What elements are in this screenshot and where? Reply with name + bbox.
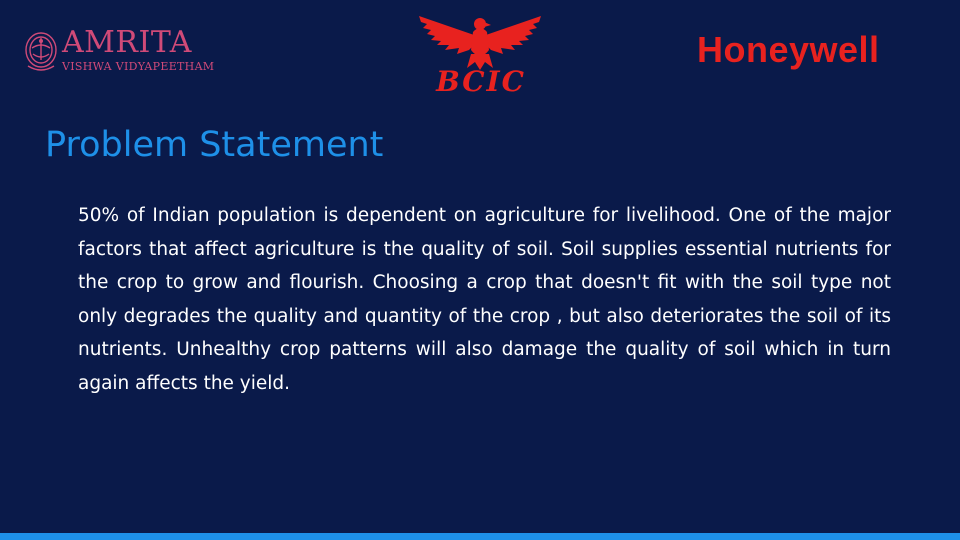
amrita-name: AMRITA bbox=[62, 25, 192, 60]
amrita-subtitle: VISHWA VIDYAPEETHAM bbox=[62, 60, 215, 73]
bcic-name: BCIC bbox=[436, 65, 526, 98]
honeywell-logo: Honeywell bbox=[697, 29, 880, 70]
bcic-logo: BCIC bbox=[415, 10, 545, 100]
page-title: Problem Statement bbox=[45, 125, 384, 165]
bottom-accent-bar bbox=[0, 533, 960, 540]
amrita-emblem-icon bbox=[25, 32, 57, 71]
amrita-logo: AMRITA VISHWA VIDYAPEETHAM bbox=[22, 26, 222, 78]
eagle-icon bbox=[419, 16, 541, 70]
problem-description: 50% of Indian population is dependent on… bbox=[78, 205, 891, 394]
